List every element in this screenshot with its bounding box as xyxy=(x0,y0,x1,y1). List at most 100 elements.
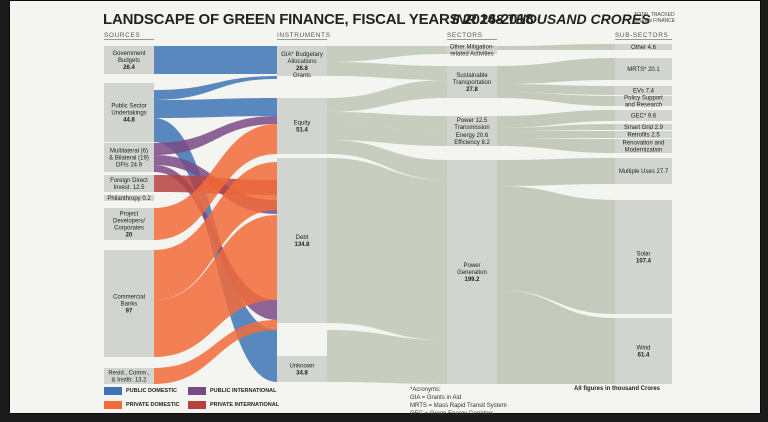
link-sector-to-subsector xyxy=(497,186,615,314)
instrument-label: 26.8 xyxy=(296,66,308,72)
subsector-node-wind xyxy=(615,318,672,384)
instrument-node-gia-budgetary-allocations xyxy=(277,46,327,76)
source-node-project-developers-corporates xyxy=(104,208,154,240)
link-resid-comm-instltr-to-instrument xyxy=(154,320,277,384)
source-node-government-budgets xyxy=(104,46,154,74)
instrument-label: Debt xyxy=(296,235,309,241)
instrument-node-unknown xyxy=(277,356,327,382)
sector-label: Transportation xyxy=(453,80,491,86)
subsector-node-policy-support-and-research xyxy=(615,96,672,106)
link-sector-to-subsector xyxy=(497,124,615,131)
sector-label: Efficiency 8.2 xyxy=(454,140,490,146)
sector-node-power-generation xyxy=(447,160,497,384)
sector-label: Other Mitigation- xyxy=(450,45,494,51)
source-label: & Bilateral (19) xyxy=(109,156,149,162)
header-rule xyxy=(277,39,327,40)
source-node-philanthropy xyxy=(104,195,154,201)
source-node-resid-comm-instltr xyxy=(104,368,154,384)
header-rule xyxy=(447,39,497,40)
link-sector-to-subsector xyxy=(497,110,615,128)
chart-title: LANDSCAPE OF GREEN FINANCE, FISCAL YEARS… xyxy=(103,11,534,28)
subsector-node-mrts xyxy=(615,58,672,80)
subsector-label: GEC* 9.6 xyxy=(631,114,657,120)
legend: PUBLIC DOMESTIC PUBLIC INTERNATIONAL PRI… xyxy=(104,386,294,414)
sector-label: Power xyxy=(463,263,480,269)
source-label: Government xyxy=(112,51,145,57)
source-label: Invest. 12.5 xyxy=(113,185,145,191)
subsector-label: Multiple Uses 27.7 xyxy=(619,169,669,175)
source-label: 97 xyxy=(126,309,133,315)
column-header-instruments: INSTRUMENTS xyxy=(277,32,331,39)
link-sector-to-subsector xyxy=(497,158,615,186)
link-instrument-to-sector xyxy=(327,112,447,131)
subsector-node-other xyxy=(615,44,672,50)
link-public-sector-undertakings-to-instrument xyxy=(154,98,277,118)
source-label: Project xyxy=(120,212,139,218)
subsector-node-solar xyxy=(615,200,672,314)
sector-label: Generation xyxy=(457,270,487,276)
source-node-public-sector-undertakings xyxy=(104,83,154,142)
instrument-node-debt xyxy=(277,158,327,323)
source-label: Corporates xyxy=(114,226,144,232)
link-commercial-banks-to-instrument xyxy=(154,215,277,357)
source-label: Foreign Direct xyxy=(110,178,148,184)
legend-item-public-domestic: PUBLIC DOMESTIC xyxy=(104,387,177,395)
subsector-node-smart-grid xyxy=(615,124,672,130)
link-government-budgets-to-instrument xyxy=(154,46,277,74)
subsector-node-retrofits xyxy=(615,131,672,138)
source-label: Commercial xyxy=(113,295,145,301)
subsector-node-gec xyxy=(615,110,672,121)
sector-label: Sustainable xyxy=(456,73,488,79)
sector-node-power-transmission xyxy=(447,116,497,131)
subsector-label: EVs 7.4 xyxy=(633,89,655,95)
subsector-node-evs xyxy=(615,86,672,95)
link-project-developers-corporates-to-instrument xyxy=(154,124,277,240)
source-label: Multilateral (6) xyxy=(110,149,148,155)
sector-label: Power 12.5 xyxy=(457,118,488,124)
instrument-label: Unknown xyxy=(289,364,314,370)
legend-swatch xyxy=(188,401,206,409)
link-multilateral-6-bilateral-19-dfis-to-instrument xyxy=(154,116,277,155)
link-instrument-to-sector xyxy=(327,330,447,384)
subsector-node-renovation-and-modernization xyxy=(615,139,672,153)
units-note: All figures in thousand Crores xyxy=(574,386,661,392)
source-node-multilateral-6-bilateral-19-dfis xyxy=(104,143,154,172)
source-label: Banks xyxy=(121,302,138,308)
link-sector-to-subsector xyxy=(497,92,615,106)
subsector-label: MRTS* 20.1 xyxy=(627,67,660,73)
source-label: Public Sector xyxy=(111,104,146,110)
subsector-label: Retrofits 2.5 xyxy=(627,133,660,139)
legend-swatch xyxy=(188,387,206,395)
column-header-sources: SOURCES xyxy=(104,32,141,39)
instrument-label: Grants xyxy=(293,73,311,79)
legend-item-private-international: PRIVATE INTERNATIONAL xyxy=(188,401,279,409)
total-figure: INR 248 THOUSAND CRORES xyxy=(452,11,651,27)
source-label: Developers/ xyxy=(113,219,145,225)
source-label: 26.4 xyxy=(123,65,135,71)
subsector-label: Wind xyxy=(637,346,651,352)
source-label: DFIs 24.9 xyxy=(116,163,143,169)
sector-node-other-mitigation-related-activities xyxy=(447,46,497,54)
total-label: TOTAL TRACKED GREEN FINANCE xyxy=(634,12,676,24)
sankey-links xyxy=(154,44,615,384)
column-header-subsectors: SUB-SECTORS xyxy=(615,32,669,39)
legend-item-private-domestic: PRIVATE DOMESTIC xyxy=(104,401,180,409)
instrument-label: 134.8 xyxy=(294,242,310,248)
source-label: Resid., Comm., xyxy=(108,371,150,377)
source-node-commercial-banks xyxy=(104,250,154,357)
legend-swatch xyxy=(104,401,122,409)
column-header-sectors: SECTORS xyxy=(447,32,483,39)
instrument-label: GIA* Budgetary xyxy=(281,52,323,58)
source-label: Undertakings xyxy=(111,111,146,117)
source-node-foreign-direct-invest xyxy=(104,175,154,192)
link-instrument-to-sector xyxy=(327,158,447,340)
subsector-label: Other 4.6 xyxy=(631,45,657,51)
link-public-sector-undertakings-to-instrument xyxy=(154,76,277,100)
link-commercial-banks-to-instrument xyxy=(154,162,277,300)
subsector-label: Modernization xyxy=(625,148,663,154)
link-sector-to-subsector xyxy=(497,58,615,84)
sector-label: Energy 20.6 xyxy=(456,133,489,139)
legend-item-public-international: PUBLIC INTERNATIONAL xyxy=(188,387,277,395)
